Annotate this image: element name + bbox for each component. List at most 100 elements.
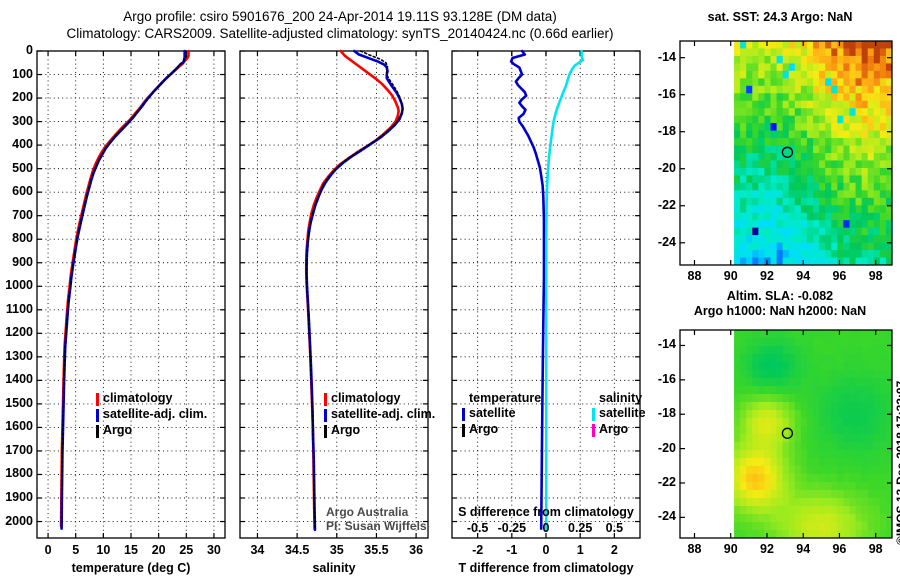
map-cell <box>813 41 820 50</box>
map-cell <box>873 330 881 339</box>
map-cell <box>764 490 772 499</box>
map-cell <box>776 402 784 411</box>
map-cell <box>782 41 790 50</box>
depth-axis-ticks: 0 100 200 300 400 500 600 700 800 900 1000 1100 1200… <box>0 0 37 580</box>
map-cell <box>843 506 851 515</box>
map-cell <box>873 130 881 139</box>
map-cell <box>819 70 826 79</box>
map-cell <box>740 100 747 109</box>
legend-label: Argo <box>103 423 133 437</box>
map-cell <box>843 205 851 214</box>
map-cell <box>867 145 875 154</box>
map-cell <box>855 257 863 265</box>
map-cell <box>855 93 863 102</box>
map-cell <box>873 227 881 236</box>
map-cell <box>849 482 857 491</box>
map1-xtick-94: 94 <box>796 542 811 556</box>
map-cell <box>825 474 832 483</box>
map-cell <box>758 434 766 443</box>
map-cell <box>782 70 790 79</box>
map-cell <box>800 386 808 395</box>
map-cell <box>764 55 772 64</box>
map-cell <box>831 250 838 259</box>
map-cell <box>746 78 753 87</box>
map-cell <box>885 48 892 57</box>
map-cell <box>885 115 892 124</box>
map-cell <box>867 466 875 475</box>
map-cell <box>813 442 820 451</box>
map-cell <box>734 410 741 419</box>
map-cell <box>813 498 820 507</box>
map-cell <box>849 498 857 507</box>
map-cell <box>843 410 851 419</box>
map-cell <box>758 85 766 94</box>
map-cell <box>746 182 753 191</box>
map-cell <box>813 386 820 395</box>
map1-xtick-96: 96 <box>832 542 847 556</box>
map-cell <box>849 466 857 475</box>
map-cell <box>873 506 881 515</box>
map-cell <box>843 490 851 499</box>
map-cell <box>813 394 820 403</box>
map-cell <box>776 48 784 57</box>
map-cell <box>752 242 759 251</box>
map-cell <box>855 85 863 94</box>
map-cell <box>819 175 826 184</box>
map-cell <box>867 123 875 132</box>
map-cell <box>813 242 820 251</box>
map-cell <box>740 386 747 395</box>
map-cell <box>764 450 772 459</box>
map-cell <box>788 212 796 221</box>
map-cell <box>794 235 802 244</box>
map-cell <box>758 182 766 191</box>
map-cell <box>806 115 814 124</box>
map-cell <box>831 167 838 176</box>
map-cell <box>788 130 796 139</box>
map-cell <box>806 242 814 251</box>
map-cell <box>819 212 826 221</box>
map-cell <box>843 108 851 117</box>
depth-tick-1000: 1000 <box>5 278 33 293</box>
map-cell <box>855 450 863 459</box>
map-cell <box>782 212 790 221</box>
map-cell <box>776 354 784 363</box>
map-cell <box>831 522 838 531</box>
map-cell <box>794 330 802 339</box>
map-cell <box>831 100 838 109</box>
map-cell <box>855 108 863 117</box>
map-cell <box>831 63 838 72</box>
map-cell <box>746 48 753 57</box>
map-cell <box>764 212 772 221</box>
map-cell <box>837 458 844 467</box>
map-cell <box>825 362 832 371</box>
map-cell <box>776 145 784 154</box>
map-cell <box>843 458 851 467</box>
map-cell <box>885 330 892 339</box>
map-cell <box>825 386 832 395</box>
map-cell <box>885 205 892 214</box>
map-cell <box>752 514 759 523</box>
map-cell <box>746 167 753 176</box>
map-cell <box>806 330 814 339</box>
map-cell <box>782 55 790 64</box>
map-cell <box>758 257 766 265</box>
map-cell <box>800 338 808 347</box>
map-cell <box>764 386 772 395</box>
map-cell <box>752 197 759 206</box>
map-cell <box>885 370 892 379</box>
map-cell <box>885 442 892 451</box>
map-cell <box>867 70 875 79</box>
map-cell <box>825 100 832 109</box>
map-cell <box>746 63 753 72</box>
map-cell <box>764 442 772 451</box>
map-cell <box>813 70 820 79</box>
map-cell <box>819 130 826 139</box>
map-cell <box>831 220 838 229</box>
map-cell <box>734 474 741 483</box>
map-cell <box>831 506 838 515</box>
map-cell <box>879 386 887 395</box>
map-cell <box>837 442 844 451</box>
map-cell <box>764 78 772 87</box>
map0-ytick--24: -24 <box>657 234 676 249</box>
map-cell <box>776 242 784 251</box>
